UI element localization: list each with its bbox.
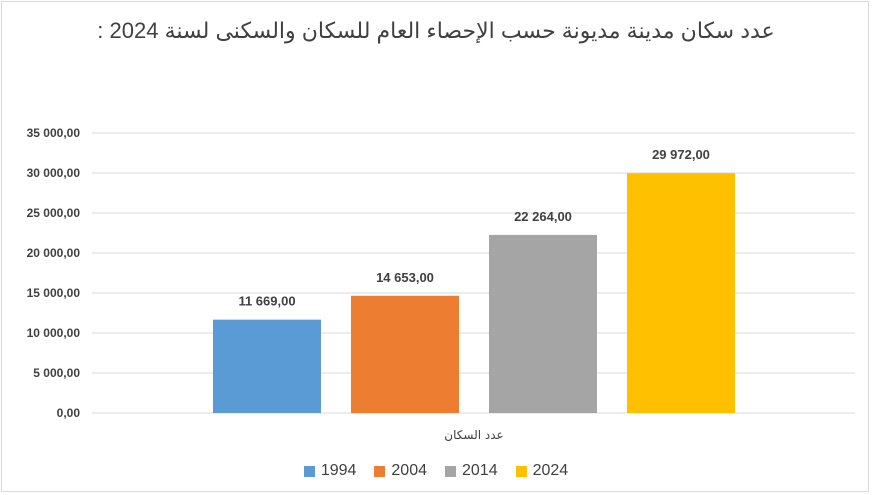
- y-tick-label: 10 000,00: [27, 326, 81, 340]
- bar-2024: [627, 173, 735, 413]
- y-tick-label: 35 000,00: [27, 126, 81, 140]
- legend-label: 2024: [532, 462, 569, 479]
- chart-title: عدد سكان مدينة مديونة حسب الإحصاء العام …: [97, 18, 775, 43]
- legend-item-1994: 1994: [303, 462, 357, 480]
- legend-swatch: [515, 465, 527, 477]
- bar-2004: [351, 295, 459, 413]
- y-tick-label: 5 000,00: [33, 366, 80, 380]
- y-tick-label: 20 000,00: [27, 246, 81, 260]
- y-tick-label: 15 000,00: [27, 286, 81, 300]
- category-label: عدد السكان: [444, 428, 503, 442]
- legend-swatch: [445, 465, 456, 477]
- data-label-1994: 11 669,00: [238, 294, 295, 309]
- bar-1994: [213, 319, 321, 413]
- legend-item-2004: 2004: [374, 462, 427, 480]
- chart-legend: 1994 2004 2014 2024: [0, 462, 872, 480]
- legend-item-2024: 2024: [515, 462, 569, 480]
- legend-label: 2004: [391, 462, 427, 479]
- legend-item-2014: 2014: [445, 462, 498, 480]
- legend-swatch: [374, 465, 386, 477]
- y-tick-label: 30 000,00: [27, 166, 81, 180]
- bar-2014: [489, 234, 597, 413]
- y-tick-label: 0,00: [57, 406, 81, 420]
- legend-swatch: [303, 465, 315, 477]
- data-label-2024: 29 972,00: [652, 147, 710, 162]
- legend-label: 1994: [320, 462, 357, 479]
- legend-label: 2014: [462, 462, 498, 479]
- data-label-2004: 14 653,00: [376, 270, 434, 285]
- data-label-2014: 22 264,00: [514, 209, 572, 224]
- y-tick-label: 25 000,00: [27, 206, 81, 220]
